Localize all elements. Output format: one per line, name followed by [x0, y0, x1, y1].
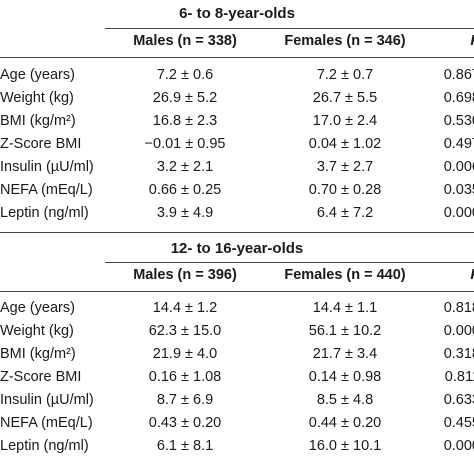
- males-value: 14.4 ± 1.2: [152, 300, 218, 316]
- table-row: Z-Score BMI −0.01 ± 0.95 0.04 ± 1.02 0.4…: [0, 132, 474, 156]
- males-value: 8.7 ± 6.9: [156, 392, 214, 408]
- table-row: Leptin (ng/ml) 3.9 ± 4.9 6.4 ± 7.2 0.000: [0, 201, 474, 225]
- females-value: 26.7 ± 5.5: [312, 90, 378, 106]
- males-value: 3.9 ± 4.9: [156, 205, 214, 221]
- table-row: Insulin (µU/ml) 8.7 ± 6.9 8.5 ± 4.8 0.63…: [0, 388, 474, 412]
- males-value: 26.9 ± 5.2: [152, 90, 218, 106]
- p-value: 0.497: [443, 136, 474, 152]
- row-label: Z-Score BMI: [0, 369, 82, 385]
- section-title: 12- to 16-year-olds: [170, 240, 304, 257]
- row-label: Leptin (ng/ml): [0, 438, 89, 454]
- table-row: Insulin (µU/ml) 3.2 ± 2.1 3.7 ± 2.7 0.00…: [0, 155, 474, 179]
- males-value: 62.3 ± 15.0: [148, 323, 222, 339]
- males-value: 0.66 ± 0.25: [148, 182, 222, 198]
- females-value: 0.14 ± 0.98: [308, 369, 382, 385]
- section-divider-rule: [0, 232, 474, 233]
- row-label: Z-Score BMI: [0, 136, 82, 152]
- females-value: 8.5 ± 4.8: [316, 392, 374, 408]
- table-row: Weight (kg) 62.3 ± 15.0 56.1 ± 10.2 0.00…: [0, 319, 474, 343]
- header-males: Males (n = 338): [133, 33, 237, 49]
- p-value: 0.000: [443, 205, 474, 221]
- table-row: BMI (kg/m²) 16.8 ± 2.3 17.0 ± 2.4 0.530: [0, 109, 474, 133]
- males-value: 0.43 ± 0.20: [148, 415, 222, 431]
- males-value: 3.2 ± 2.1: [156, 159, 214, 175]
- table-row: Age (years) 7.2 ± 0.6 7.2 ± 0.7 0.867: [0, 63, 474, 87]
- table-row: BMI (kg/m²) 21.9 ± 4.0 21.7 ± 3.4 0.318: [0, 342, 474, 366]
- p-value: 0.035: [443, 182, 474, 198]
- title-rule: [105, 28, 474, 29]
- p-value: 0.867: [443, 67, 474, 83]
- header-row: Males (n = 338) Females (n = 346) P: [0, 29, 474, 53]
- females-value: 56.1 ± 10.2: [308, 323, 382, 339]
- row-label: NEFA (mEq/L): [0, 182, 93, 198]
- row-label: Insulin (µU/ml): [0, 392, 94, 408]
- table-row: Weight (kg) 26.9 ± 5.2 26.7 ± 5.5 0.698: [0, 86, 474, 110]
- table-row: Leptin (ng/ml) 6.1 ± 8.1 16.0 ± 10.1 0.0…: [0, 434, 474, 458]
- p-value: 0.698: [443, 90, 474, 106]
- header-rule: [0, 57, 474, 58]
- table-row: NEFA (mEq/L) 0.43 ± 0.20 0.44 ± 0.20 0.4…: [0, 411, 474, 435]
- females-value: 21.7 ± 3.4: [312, 346, 378, 362]
- row-label: Age (years): [0, 300, 75, 316]
- females-value: 0.44 ± 0.20: [308, 415, 382, 431]
- header-rule: [0, 291, 474, 292]
- row-label: BMI (kg/m²): [0, 346, 76, 362]
- males-value: 0.16 ± 1.08: [148, 369, 222, 385]
- row-label: Weight (kg): [0, 323, 74, 339]
- header-females: Females (n = 440): [284, 267, 406, 283]
- header-males: Males (n = 396): [133, 267, 237, 283]
- p-value: 0.318: [443, 346, 474, 362]
- section-title: 6- to 8-year-olds: [179, 5, 295, 22]
- females-value: 3.7 ± 2.7: [316, 159, 374, 175]
- females-value: 0.70 ± 0.28: [308, 182, 382, 198]
- title-rule: [105, 262, 474, 263]
- header-p: P: [420, 263, 474, 287]
- p-value: 0.818: [443, 300, 474, 316]
- males-value: 21.9 ± 4.0: [152, 346, 218, 362]
- males-value: 7.2 ± 0.6: [156, 67, 214, 83]
- males-value: 6.1 ± 8.1: [156, 438, 214, 454]
- header-row: Males (n = 396) Females (n = 440) P: [0, 263, 474, 287]
- p-value: 0.530: [443, 113, 474, 129]
- table-row: Age (years) 14.4 ± 1.2 14.4 ± 1.1 0.818: [0, 296, 474, 320]
- males-value: −0.01 ± 0.95: [144, 136, 226, 152]
- p-value: 0.000: [443, 438, 474, 454]
- header-females: Females (n = 346): [284, 33, 406, 49]
- females-value: 14.4 ± 1.1: [312, 300, 378, 316]
- females-value: 16.0 ± 10.1: [308, 438, 382, 454]
- row-label: Age (years): [0, 67, 75, 83]
- table-row: Z-Score BMI 0.16 ± 1.08 0.14 ± 0.98 0.81…: [0, 365, 474, 389]
- row-label: Weight (kg): [0, 90, 74, 106]
- females-value: 7.2 ± 0.7: [316, 67, 374, 83]
- males-value: 16.8 ± 2.3: [152, 113, 218, 129]
- p-value: 0.006: [443, 159, 474, 175]
- p-value: 0.000: [443, 323, 474, 339]
- p-value: 0.455: [443, 415, 474, 431]
- females-value: 0.04 ± 1.02: [308, 136, 382, 152]
- row-label: Insulin (µU/ml): [0, 159, 94, 175]
- row-label: NEFA (mEq/L): [0, 415, 93, 431]
- row-label: BMI (kg/m²): [0, 113, 76, 129]
- females-value: 6.4 ± 7.2: [316, 205, 374, 221]
- females-value: 17.0 ± 2.4: [312, 113, 378, 129]
- table-row: NEFA (mEq/L) 0.66 ± 0.25 0.70 ± 0.28 0.0…: [0, 178, 474, 202]
- p-value: 0.811: [444, 369, 474, 385]
- header-p: P: [420, 29, 474, 53]
- row-label: Leptin (ng/ml): [0, 205, 89, 221]
- p-value: 0.633: [443, 392, 474, 408]
